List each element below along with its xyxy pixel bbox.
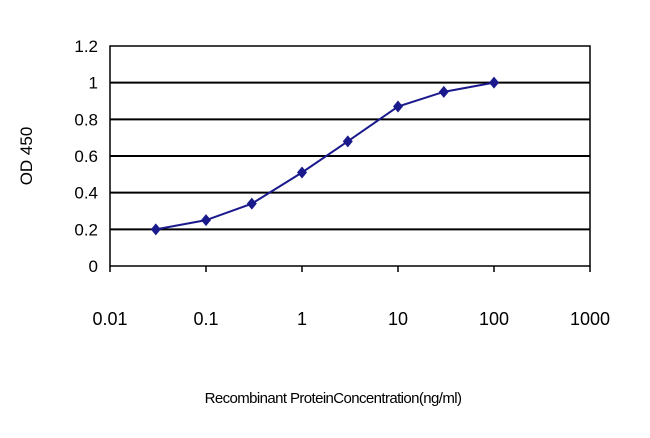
series-line <box>155 81 495 231</box>
y-tick-label: 0 <box>89 257 98 276</box>
x-tick-label: 0.1 <box>193 309 218 329</box>
data-point <box>438 85 449 98</box>
data-point <box>393 100 403 113</box>
data-point <box>201 214 211 227</box>
plot-area <box>109 45 591 267</box>
y-axis: 0 0.2 0.4 0.6 0.8 1 1.2 <box>74 37 98 276</box>
x-tick-label: 10 <box>388 309 408 329</box>
x-axis: 0.01 0.1 1 10 100 1000 <box>92 266 610 329</box>
x-axis-label: Recombinant ProteinConcentration(ng/ml) <box>205 390 462 407</box>
data-point <box>342 135 353 148</box>
x-tick-label: 100 <box>479 309 509 329</box>
data-point <box>150 223 161 236</box>
data-point <box>246 197 257 210</box>
x-tick-label: 1 <box>297 309 307 329</box>
y-tick-label: 0.4 <box>74 184 98 203</box>
y-tick-label: 0.6 <box>74 147 98 166</box>
y-tick-label: 0.8 <box>74 110 98 129</box>
y-axis-label: OD 450 <box>17 127 36 186</box>
y-tick-label: 1 <box>89 74 98 93</box>
x-tick-label: 1000 <box>570 309 610 329</box>
data-point <box>297 166 307 179</box>
series <box>150 76 499 236</box>
y-tick-label: 1.2 <box>74 37 98 56</box>
gridlines <box>110 81 590 231</box>
x-tick-label: 0.01 <box>92 309 127 329</box>
y-tick-label: 0.2 <box>74 220 98 239</box>
data-point <box>489 76 499 89</box>
